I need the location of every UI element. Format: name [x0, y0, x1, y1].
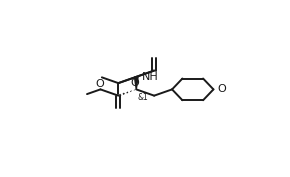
Text: O: O	[131, 78, 139, 88]
Text: O: O	[218, 84, 226, 94]
Text: NH: NH	[142, 72, 159, 82]
Text: &1: &1	[137, 93, 148, 102]
Polygon shape	[135, 77, 138, 89]
Text: O: O	[95, 79, 104, 89]
